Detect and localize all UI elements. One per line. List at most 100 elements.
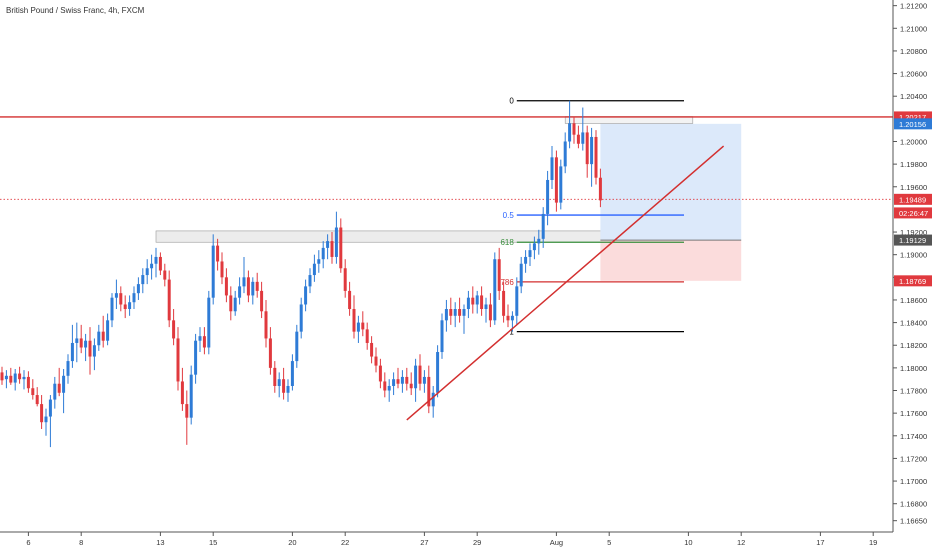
candle-body (79, 338, 83, 348)
candle-body (458, 309, 462, 316)
candle-body (462, 309, 466, 316)
price-label-text: 1.18769 (899, 277, 926, 286)
candle-body (4, 375, 8, 380)
y-tick-label: 1.19800 (900, 160, 927, 169)
candle-body (502, 290, 506, 316)
candle-body (220, 261, 224, 278)
candle-body (317, 259, 321, 264)
candle-body (202, 336, 206, 348)
x-tick-label: 27 (420, 538, 428, 547)
candle-body (370, 342, 374, 357)
candle-body (70, 342, 74, 362)
y-tick-label: 1.16800 (900, 500, 927, 509)
y-tick-label: 1.20800 (900, 47, 927, 56)
candle-body (510, 315, 514, 321)
fib-level-label: 0 (509, 97, 514, 106)
x-tick-label: 8 (79, 538, 83, 547)
candle-body (563, 141, 567, 167)
candle-body (13, 373, 17, 383)
x-tick-label: 20 (288, 538, 296, 547)
price-label-text: 1.20156 (899, 120, 926, 129)
candle-body (53, 383, 57, 400)
candle-body (339, 227, 343, 269)
candle-body (308, 275, 312, 287)
candle-body (132, 293, 136, 303)
y-tick-label: 1.20600 (900, 70, 927, 79)
y-tick-label: 1.18600 (900, 296, 927, 305)
y-tick-label: 1.20400 (900, 92, 927, 101)
candle-body (334, 227, 338, 257)
candle-body (387, 385, 391, 391)
candle-body (436, 352, 440, 393)
candle-body (282, 379, 286, 393)
candle-body (145, 268, 149, 276)
candle-body (515, 286, 519, 316)
y-tick-label: 1.19200 (900, 228, 927, 237)
candle-body (273, 367, 277, 386)
candle-body (290, 361, 294, 386)
candle-body (224, 277, 228, 296)
candle-body (242, 277, 246, 287)
candle-body (123, 304, 127, 310)
candle-body (158, 256, 162, 271)
candle-body (524, 256, 528, 264)
y-tick-label: 1.19600 (900, 183, 927, 192)
candle-body (400, 376, 404, 384)
x-tick-label: 15 (209, 538, 217, 547)
candle-body (26, 376, 30, 389)
support-zone-box (155, 230, 658, 243)
price-label-box (894, 118, 932, 130)
candle-body (378, 365, 382, 382)
candle-body (277, 379, 281, 386)
candle-body (163, 270, 167, 280)
x-tick-label: 17 (816, 538, 824, 547)
candle-body (356, 322, 360, 332)
candle-body (352, 309, 356, 332)
candle-body (449, 309, 453, 316)
y-tick-label: 1.18400 (900, 319, 927, 328)
candle-body (590, 136, 594, 165)
price-axis-bg (893, 0, 932, 550)
target-zone (600, 123, 742, 241)
candle-body (198, 336, 202, 341)
chart-title: British Pound / Swiss Franc, 4h, FXCM (6, 6, 145, 15)
candle-body (374, 356, 378, 366)
x-tick-label: 12 (737, 538, 745, 547)
candle-body (211, 245, 215, 298)
candle-body (554, 157, 558, 203)
stop-zone (600, 240, 742, 281)
candle-body (405, 376, 409, 384)
x-tick-label: 29 (473, 538, 481, 547)
candle-body (18, 373, 22, 380)
candle-body (44, 416, 48, 423)
fib-level-label: 618 (500, 238, 514, 247)
candle-body (286, 385, 290, 393)
candle-body (422, 376, 426, 384)
candle-body (114, 293, 118, 298)
y-tick-label: 1.18200 (900, 341, 927, 350)
candle-body (180, 381, 184, 405)
candle-body (176, 338, 180, 382)
candle-body (141, 275, 145, 285)
x-tick-label: 13 (156, 538, 164, 547)
candle-body (383, 381, 387, 391)
candle-body (229, 295, 233, 312)
y-tick-label: 1.21000 (900, 24, 927, 33)
candle-body (48, 399, 52, 417)
x-tick-label: 10 (684, 538, 692, 547)
y-tick-label: 1.20000 (900, 137, 927, 146)
candle-body (594, 136, 598, 178)
y-tick-label: 1.17800 (900, 387, 927, 396)
candle-body (233, 297, 237, 312)
y-tick-label: 1.19000 (900, 251, 927, 260)
candle-body (167, 279, 171, 321)
candle-body (568, 123, 572, 142)
candle-body (62, 375, 66, 393)
candle-body (475, 295, 479, 305)
price-label-box (894, 111, 932, 123)
fib-level-label: 786 (500, 278, 514, 287)
candle-body (312, 263, 316, 276)
candle-body (255, 281, 259, 291)
candle-body (440, 320, 444, 353)
price-label-text: 02:26:47 (899, 209, 928, 218)
